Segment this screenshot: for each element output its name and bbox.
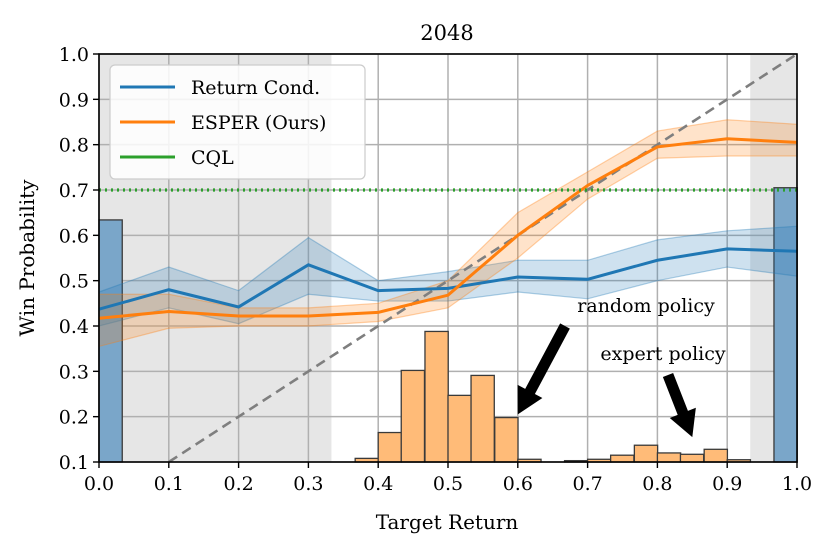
histograms bbox=[98, 187, 798, 463]
x-axis-label: Target Return bbox=[376, 510, 519, 534]
x-tick-label-5: 0.5 bbox=[433, 473, 463, 495]
hist-bar-0-1 bbox=[377, 431, 403, 463]
hist-bar-1-6 bbox=[703, 448, 729, 463]
annotation-arrow-1 bbox=[662, 372, 696, 438]
annotation-label-0: random policy bbox=[577, 295, 715, 317]
y-tick-label-2: 0.3 bbox=[59, 361, 89, 383]
annotation-arrow-0 bbox=[517, 323, 570, 415]
hist-bar-1-3 bbox=[633, 444, 659, 463]
axes: 0.0 0.1 0.2 0.3 0.4 0.5 0.6 0.7 0.8 0.9 1.00.10.20… bbox=[59, 44, 812, 495]
y-tick-label-6: 0.7 bbox=[59, 180, 89, 202]
series-lines bbox=[98, 137, 798, 320]
legend-box bbox=[109, 64, 366, 180]
hist-bar-0-6 bbox=[494, 416, 519, 463]
hist-bar-1-2 bbox=[609, 454, 635, 463]
hist-bar-0-3 bbox=[424, 330, 449, 463]
x-tick-label-2: 0.2 bbox=[223, 473, 253, 495]
y-tick-label-8: 0.9 bbox=[59, 89, 89, 111]
x-tick-label-4: 0.4 bbox=[363, 473, 393, 495]
chart-title: 2048 bbox=[420, 21, 473, 45]
reference-line bbox=[168, 52, 798, 464]
y-tick-label-7: 0.8 bbox=[59, 135, 89, 157]
y-tick-label-0: 0.1 bbox=[59, 452, 89, 474]
x-tick-label-9: 0.9 bbox=[712, 473, 742, 495]
annotations: random policy expert policy bbox=[517, 295, 726, 438]
hist-bar-1-4 bbox=[656, 452, 682, 463]
legend-label-1: ESPER (Ours) bbox=[191, 112, 326, 134]
annotation-label-1: expert policy bbox=[600, 343, 726, 365]
series-line-0 bbox=[98, 247, 798, 311]
x-tick-label-1: 0.1 bbox=[154, 473, 184, 495]
y-tick-label-9: 1.0 bbox=[59, 44, 89, 66]
legend-label-2: CQL bbox=[191, 147, 234, 169]
x-tick-label-8: 0.8 bbox=[642, 473, 672, 495]
y-tick-label-3: 0.4 bbox=[59, 316, 89, 338]
hist-bar-0-5 bbox=[470, 374, 495, 463]
reference-diagonal bbox=[168, 52, 798, 464]
legend-label-0: Return Cond. bbox=[191, 77, 320, 99]
y-axis-label: Win Probability bbox=[15, 179, 39, 337]
y-tick-label-4: 0.5 bbox=[59, 271, 89, 293]
hist-bar-0-2 bbox=[400, 369, 426, 463]
y-tick-label-5: 0.6 bbox=[59, 225, 89, 247]
x-tick-label-6: 0.6 bbox=[503, 473, 533, 495]
x-tick-label-0: 0.0 bbox=[84, 473, 114, 495]
y-tick-label-1: 0.2 bbox=[59, 407, 89, 429]
x-tick-label-10: 1.0 bbox=[782, 473, 812, 495]
hist-bar-0-4 bbox=[447, 394, 472, 463]
x-tick-label-3: 0.3 bbox=[293, 473, 323, 495]
legend: Return Cond. ESPER (Ours) CQL bbox=[109, 64, 366, 180]
x-tick-label-7: 0.7 bbox=[572, 473, 602, 495]
series-line-1 bbox=[98, 137, 798, 320]
hist-bar-1-5 bbox=[679, 453, 705, 463]
